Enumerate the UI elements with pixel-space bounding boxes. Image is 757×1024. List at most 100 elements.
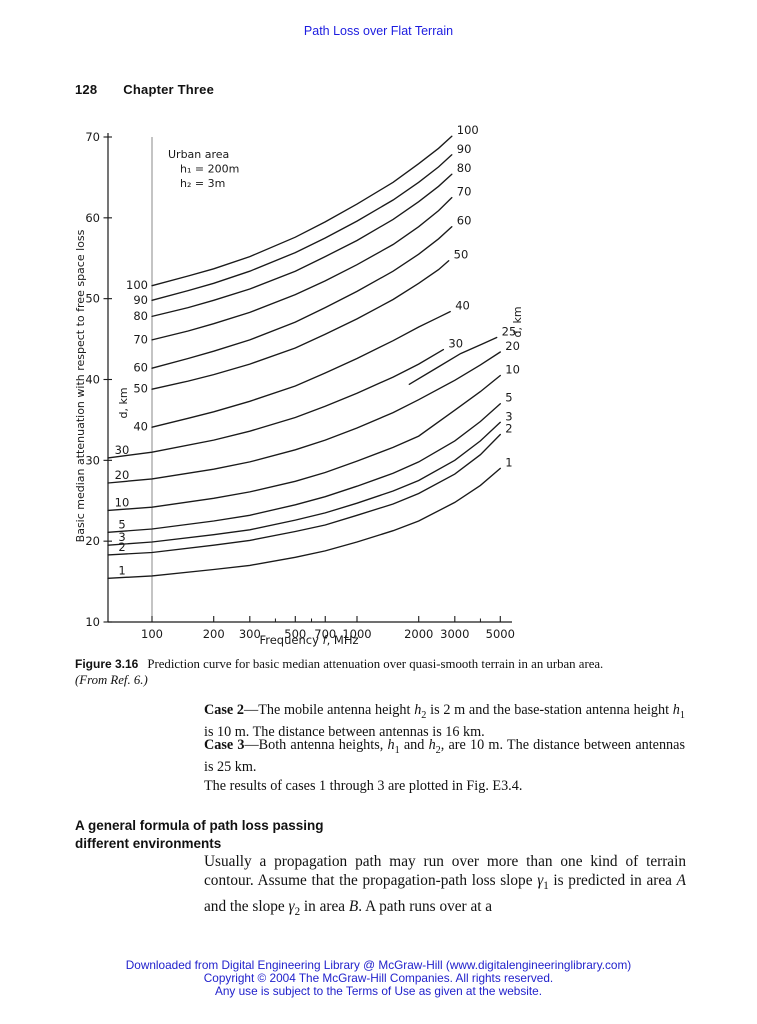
curve-label-left-10: 10 xyxy=(115,495,130,509)
footer-notice: Downloaded from Digital Engineering Libr… xyxy=(0,958,757,999)
text-run: 2 xyxy=(435,744,441,756)
curve-label-left-70: 70 xyxy=(133,332,148,346)
curve-d-50 xyxy=(151,260,450,390)
figure-caption-text: Prediction curve for basic median attenu… xyxy=(147,657,604,671)
text-run: Usually a propagation path may run over … xyxy=(204,853,686,890)
x-tick-label: 1000 xyxy=(342,627,371,641)
curve-label-right-2: 2 xyxy=(505,421,512,435)
curve-label-left-80: 80 xyxy=(133,309,148,323)
text-run: B xyxy=(348,897,359,915)
y-tick-label: 30 xyxy=(85,453,100,467)
text-run: h xyxy=(414,702,422,718)
curve-label-left-30: 30 xyxy=(115,443,130,457)
curve-label-right-90: 90 xyxy=(457,142,472,156)
x-tick-label: 2000 xyxy=(404,627,433,641)
text-run: 1 xyxy=(394,744,400,756)
curve-label-left-100: 100 xyxy=(126,278,148,292)
text-run: is 2 m and the base-station antenna heig… xyxy=(426,702,673,718)
curve-d-20 xyxy=(107,351,501,484)
running-head: 128 Chapter Three xyxy=(75,82,214,97)
y-tick-label: 40 xyxy=(85,372,100,386)
figure-caption-label: Figure 3.16 xyxy=(75,657,139,671)
text-run: 1 xyxy=(543,880,549,893)
text-run: h xyxy=(672,702,680,718)
text-run: is predicted in area xyxy=(548,872,677,890)
text-run: —Both antenna heights, xyxy=(244,737,388,753)
footer-line-1: Downloaded from Digital Engineering Libr… xyxy=(125,958,632,972)
curve-label-left-2: 2 xyxy=(118,540,125,554)
x-tick-label: 500 xyxy=(284,627,306,641)
curve-d-60 xyxy=(151,226,453,369)
text-run: Case 3 xyxy=(204,737,245,753)
text-run: γ xyxy=(288,897,295,915)
curve-d-90 xyxy=(151,154,453,301)
curve-label-right-50: 50 xyxy=(454,248,469,262)
curve-label-right-40: 40 xyxy=(455,299,470,313)
running-title: Path Loss over Flat Terrain xyxy=(303,24,454,38)
curve-d-100 xyxy=(151,135,453,287)
x-tick-label: 200 xyxy=(203,627,225,641)
x-axis-title: Frequency f, MHz xyxy=(259,633,358,647)
text-run: h xyxy=(387,737,395,753)
text-run: h xyxy=(428,737,436,753)
curve-d-40 xyxy=(151,310,451,428)
text-run: in area xyxy=(300,897,349,915)
y-axis-title: Basic median attenuation with respect to… xyxy=(74,229,87,542)
curve-d-3 xyxy=(107,421,501,546)
text-run: —The mobile antenna height xyxy=(244,702,415,718)
curve-label-left-1: 1 xyxy=(118,563,125,577)
figure-3-16: 70 60 50 40 30 20 10 100 200 300 500 700 1000 2000 300… xyxy=(0,110,757,670)
text-run: 1 xyxy=(679,709,685,721)
page-number: 128 xyxy=(75,82,98,97)
curve-d-2 xyxy=(107,433,501,556)
annotation-line-3: h₂ = 3m xyxy=(180,177,225,190)
curve-label-right-100: 100 xyxy=(457,123,479,137)
curve-label-left-90: 90 xyxy=(133,293,148,307)
text-run: Case 2 xyxy=(204,702,244,718)
case2-paragraph: Case 2—The mobile antenna height h2 is 2… xyxy=(204,702,685,741)
curve-label-right-20: 20 xyxy=(505,339,520,353)
case3-paragraph: Case 3—Both antenna heights, h1 and h2, … xyxy=(204,737,685,776)
curve-label-left-3: 3 xyxy=(118,530,125,544)
intro-paragraph: Usually a propagation path may run over … xyxy=(204,852,686,922)
curve-label-left-40: 40 xyxy=(133,420,148,434)
figure-caption-source: (From Ref. 6.) xyxy=(75,672,148,687)
y-tick-label: 20 xyxy=(85,534,100,548)
y-tick-label: 10 xyxy=(85,615,100,629)
x-tick-label: 3000 xyxy=(440,627,469,641)
y-tick-label: 50 xyxy=(85,292,100,306)
curve-d-80 xyxy=(151,173,453,318)
text-run: A xyxy=(676,872,686,890)
curve-label-right-80: 80 xyxy=(457,161,472,175)
text-run: and xyxy=(399,737,429,753)
text-run: is 10 m. The distance between antennas i… xyxy=(204,724,485,741)
family-label-right: d, km xyxy=(511,306,524,337)
x-tick-label: 5000 xyxy=(486,627,515,641)
x-tick-label: 100 xyxy=(141,627,163,641)
text-run: , are 10 m. The distance between antenna… xyxy=(204,737,685,776)
x-tick-label: 300 xyxy=(239,627,261,641)
footer-line-2: Copyright © 2004 The McGraw-Hill Compani… xyxy=(203,971,554,986)
curve-label-left-5: 5 xyxy=(118,517,125,531)
curve-label-left-60: 60 xyxy=(133,361,148,375)
text-run: and the slope xyxy=(204,897,289,915)
curve-label-right-3: 3 xyxy=(505,409,512,423)
curve-d-10 xyxy=(107,374,501,512)
text-run: 2 xyxy=(294,905,301,918)
results-paragraph: The results of cases 1 through 3 are plo… xyxy=(204,778,685,795)
annotation-line-2: h₁ = 200m xyxy=(180,163,239,176)
curve-d-5 xyxy=(107,403,501,533)
section-heading-line2: different environments xyxy=(75,836,222,851)
curve-d-70 xyxy=(151,196,453,341)
figure-caption: Figure 3.16 Prediction curve for basic me… xyxy=(75,657,623,688)
curve-d-1 xyxy=(107,467,501,579)
curve-d-25 xyxy=(408,336,498,385)
y-tick-label: 70 xyxy=(85,130,100,144)
footer-line-3: Any use is subject to the Terms of Use a… xyxy=(215,984,542,999)
text-run: γ xyxy=(537,872,544,890)
curve-label-right-30: 30 xyxy=(448,337,463,351)
chapter-title: Chapter Three xyxy=(123,82,215,97)
family-label-left: d, km xyxy=(117,387,130,418)
